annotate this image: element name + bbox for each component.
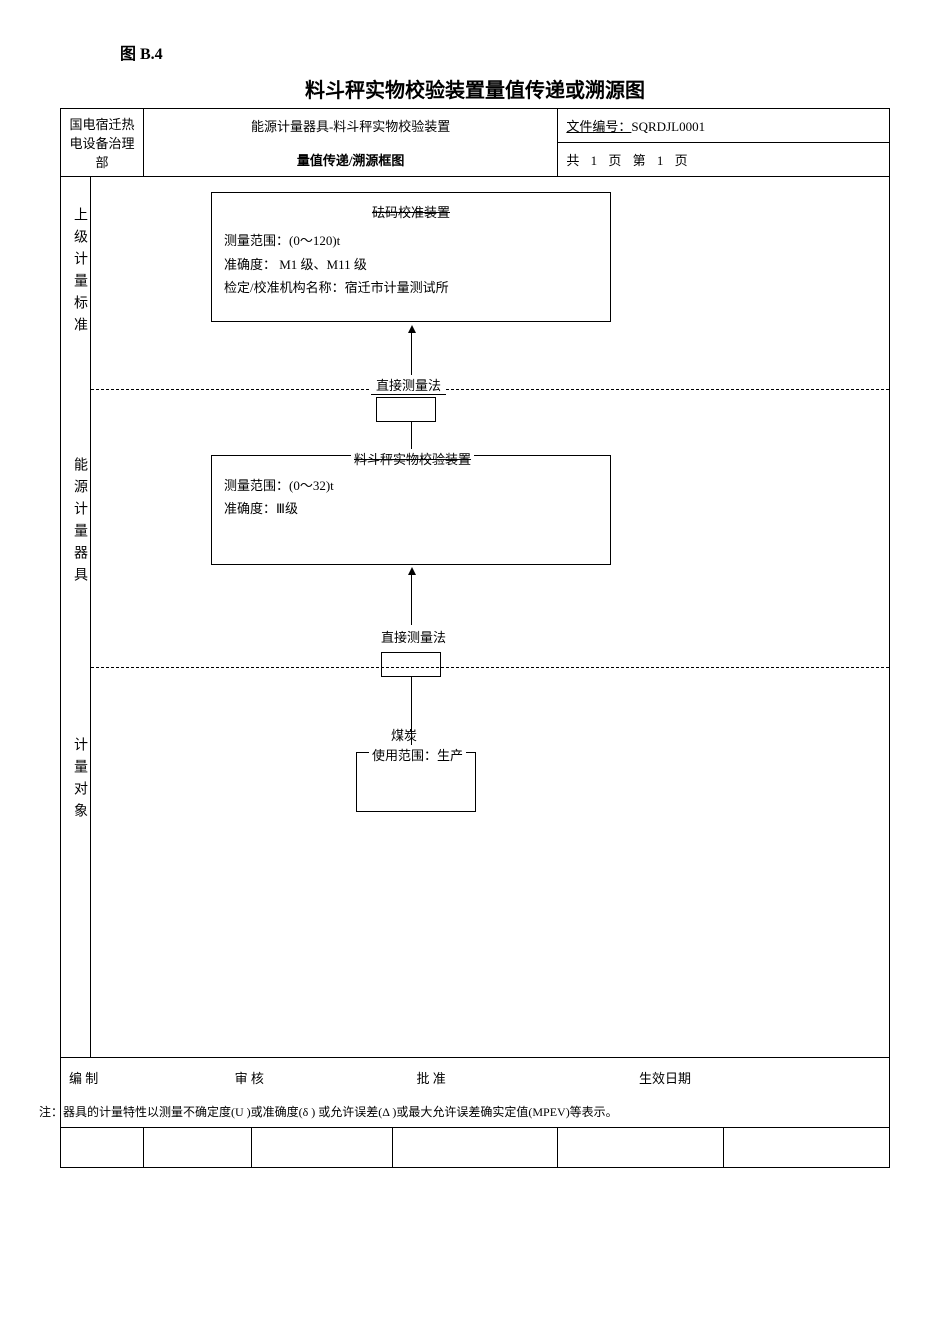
empty-5 (558, 1127, 724, 1167)
box1-line1: 测量范围：(0～120)t (224, 229, 598, 252)
header-docnum: 文件编号：SQRDJL0001 (558, 109, 890, 143)
box2-line2: 准确度：Ⅲ级 (224, 497, 598, 520)
header-org: 国电宿迁热电设备治理部 (61, 109, 144, 177)
header-row-2: 量值传递/溯源框图 共 1 页 第 1 页 (61, 143, 890, 177)
line-2 (411, 575, 412, 625)
doc-number-label: 文件编号： (566, 119, 631, 136)
line-1b (411, 422, 412, 452)
arrow-2 (408, 567, 416, 575)
main-table: 国电宿迁热电设备治理部 能源计量器具-料斗秤实物校验装置 文件编号：SQRDJL… (60, 108, 890, 1168)
empty-4 (392, 1127, 558, 1167)
box1-line2: 准确度： M1 级、M11 级 (224, 253, 598, 276)
left-label-3: 计量对象 (69, 737, 89, 825)
box3-label1: 煤炭 (391, 725, 417, 744)
note-cell: 注：器具的计量特性以测量不确定度(U )或准确度(δ ) 或允许误差(Δ )或最… (61, 1098, 890, 1128)
diagram-row: 上级计量标准 能源计量器具 计量对象 砝码校准装置 测量范围：(0～120)t … (61, 177, 890, 1058)
doc-number: SQRDJL0001 (631, 119, 705, 134)
footer-col4: 生效日期 (639, 1068, 691, 1087)
header-center-2: 量值传递/溯源框图 (143, 143, 557, 177)
figure-label: 图 B.4 (120, 40, 890, 64)
header-pageinfo: 共 1 页 第 1 页 (558, 143, 890, 177)
footer-cell: 编 制 审 核 批 准 生效日期 (61, 1058, 890, 1098)
diagram-area: 砝码校准装置 测量范围：(0～120)t 准确度： M1 级、M11 级 检定/… (91, 177, 889, 1057)
left-label-1: 上级计量标准 (69, 207, 89, 339)
note-row: 注：器具的计量特性以测量不确定度(U )或准确度(δ ) 或允许误差(Δ )或最… (61, 1098, 890, 1128)
method-label-2: 直接测量法 (376, 627, 451, 646)
footer-row: 编 制 审 核 批 准 生效日期 (61, 1058, 890, 1098)
empty-6 (724, 1127, 890, 1167)
header-title-1: 能源计量器具-料斗秤实物校验装置 (251, 119, 450, 134)
diagram-cell: 上级计量标准 能源计量器具 计量对象 砝码校准装置 测量范围：(0～120)t … (61, 177, 890, 1058)
dashed-line-1 (91, 389, 889, 390)
small-box-2 (381, 652, 441, 677)
method-label-1: 直接测量法 (371, 375, 446, 395)
dashed-line-2 (91, 667, 889, 668)
box1-title: 砝码校准装置 (224, 201, 598, 224)
left-label-2: 能源计量器具 (69, 457, 89, 589)
header-center-1: 能源计量器具-料斗秤实物校验装置 (143, 109, 557, 143)
empty-1 (61, 1127, 144, 1167)
small-box-1 (376, 397, 436, 422)
page-info: 共 1 页 第 1 页 (566, 151, 691, 168)
line-1 (411, 332, 412, 377)
box-1: 砝码校准装置 测量范围：(0～120)t 准确度： M1 级、M11 级 检定/… (211, 192, 611, 322)
box-2: 测量范围：(0～32)t 准确度：Ⅲ级 (211, 455, 611, 565)
box2-title: 料斗秤实物校验装置 (351, 449, 474, 468)
left-labels-column: 上级计量标准 能源计量器具 计量对象 (61, 177, 91, 1057)
bottom-empty-row (61, 1127, 890, 1167)
header-row: 国电宿迁热电设备治理部 能源计量器具-料斗秤实物校验装置 文件编号：SQRDJL… (61, 109, 890, 143)
note-text: 注：器具的计量特性以测量不确定度(U )或准确度(δ ) 或允许误差(Δ )或最… (39, 1103, 881, 1122)
diagram-container: 上级计量标准 能源计量器具 计量对象 砝码校准装置 测量范围：(0～120)t … (61, 177, 889, 1057)
box3-label2: 使用范围：生产 (369, 745, 466, 764)
footer-col2: 审 核 (235, 1068, 414, 1087)
box2-line1: 测量范围：(0～32)t (224, 474, 598, 497)
footer-col3: 批 准 (417, 1068, 636, 1087)
box1-line3: 检定/校准机构名称：宿迁市计量测试所 (224, 276, 598, 299)
main-title: 料斗秤实物校验装置量值传递或溯源图 (60, 74, 890, 103)
empty-2 (143, 1127, 251, 1167)
footer-col1: 编 制 (69, 1068, 231, 1087)
header-title-2: 量值传递/溯源框图 (297, 153, 405, 168)
empty-3 (251, 1127, 392, 1167)
